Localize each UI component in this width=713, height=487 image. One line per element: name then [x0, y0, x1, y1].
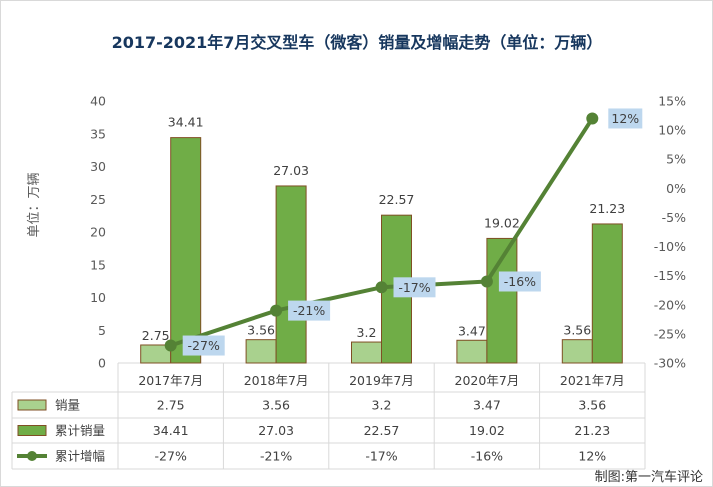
cumulative-sales-data-label: 21.23 [589, 201, 625, 216]
monthly-sales-series-name: 销量 [55, 398, 80, 413]
cumulative-sales-bar [275, 185, 307, 364]
monthly-sales-data-label: 2.75 [142, 328, 170, 343]
y2-axis-tick-label: -30% [654, 356, 686, 371]
cumulative-growth-data-label: -27% [188, 338, 220, 353]
cumulative-sales-bar [170, 137, 202, 364]
y-axis-tick-label: 35 [90, 126, 106, 141]
monthly-sales-table-value: 3.56 [578, 398, 606, 413]
y2-axis-tick-label: -5% [662, 210, 686, 225]
y2-axis-tick-label: 10% [658, 123, 686, 138]
y2-axis-tick-label: 15% [658, 94, 686, 109]
monthly-sales-table-value: 3.47 [473, 398, 501, 413]
y2-axis-tick-label: -10% [654, 239, 686, 254]
monthly-sales-bar [456, 339, 488, 364]
monthly-sales-bar [351, 341, 382, 364]
data-table-category-header: 2018年7月 [244, 373, 309, 388]
cumulative-growth-point [270, 304, 283, 317]
y2-axis-tick-label: -20% [654, 297, 686, 312]
cumulative-growth-point [375, 281, 388, 294]
cumulative-growth-label-box [182, 335, 225, 356]
cumulative-sales-bar [591, 223, 623, 364]
line-layer: -27% -21% -17% -16% 12% [164, 108, 643, 356]
data-table-category-header: 2020年7月 [455, 373, 520, 388]
cumulative-growth-label-box [498, 271, 541, 292]
monthly-sales-data-label: 3.56 [563, 323, 591, 338]
monthly-sales-bar [561, 339, 593, 364]
monthly-sales-data-label: 3.47 [458, 323, 486, 338]
monthly-sales-table-value: 3.2 [372, 398, 392, 413]
y-axis-tick-label: 15 [90, 257, 106, 272]
cumulative-sales-table-value: 27.03 [258, 423, 294, 438]
cumulative-sales-legend-key [17, 425, 47, 436]
y-axis-tick-label: 5 [98, 323, 106, 338]
y2-axis-tick-label: 5% [666, 152, 686, 167]
cumulative-growth-table-value: -27% [155, 449, 187, 464]
y2-axis-tick-label: 0% [666, 181, 686, 196]
cumulative-sales-series-name: 累计销量 [55, 423, 105, 438]
data-table-category-header: 2021年7月 [560, 373, 625, 388]
cumulative-sales-data-label: 34.41 [168, 115, 204, 130]
y-axis-tick-label: 0 [98, 356, 106, 371]
cumulative-sales-data-label: 27.03 [273, 163, 309, 178]
cumulative-growth-label-box [288, 300, 331, 321]
cumulative-sales-data-label: 19.02 [484, 215, 520, 230]
cumulative-growth-table-value: -21% [260, 449, 292, 464]
cumulative-growth-data-label: -17% [398, 280, 430, 295]
monthly-sales-data-label: 3.56 [247, 323, 275, 338]
cumulative-growth-point [480, 275, 493, 288]
cumulative-growth-series-name: 累计增幅 [55, 449, 105, 464]
cumulative-growth-data-label: -21% [293, 303, 325, 318]
cumulative-growth-label-box [608, 108, 643, 129]
y-axis-label: 单位：万辆 [27, 172, 42, 237]
chart-title: 2017-2021年7月交叉型车（微客）销量及增幅走势（单位：万辆） [112, 33, 603, 52]
cumulative-growth-data-label: -16% [504, 274, 536, 289]
cumulative-sales-table-value: 34.41 [153, 423, 189, 438]
cumulative-growth-label-box [393, 277, 436, 298]
cumulative-sales-table-value: 19.02 [469, 423, 505, 438]
cumulative-sales-table-value: 22.57 [364, 423, 400, 438]
y-axis-tick-label: 30 [90, 159, 106, 174]
monthly-sales-bar [245, 339, 277, 364]
data-table-category-header: 2017年7月 [138, 373, 203, 388]
monthly-sales-table-value: 3.56 [262, 398, 290, 413]
y-axis-tick-label: 20 [90, 225, 106, 240]
cumulative-sales-data-label: 22.57 [379, 192, 415, 207]
y-axis-tick-label: 10 [90, 290, 106, 305]
cumulative-growth-table-value: 12% [578, 449, 606, 464]
y2-axis-tick-label: -15% [654, 268, 686, 283]
cumulative-growth-point [586, 112, 599, 125]
chart-axes: 0 5 10 15 20 25 30 35 40 -30% -25% -20% -15% -10% -5% 0… [90, 94, 686, 371]
monthly-sales-legend-key [17, 399, 47, 411]
data-table-category-header: 2019年7月 [349, 373, 414, 388]
monthly-sales-table-value: 2.75 [157, 398, 185, 413]
cumulative-growth-table-value: -16% [471, 449, 503, 464]
cumulative-growth-point [164, 339, 177, 352]
y-axis-tick-label: 25 [90, 192, 106, 207]
source-note: 制图:第一汽车评论 [595, 469, 703, 485]
y2-axis-tick-label: -25% [654, 326, 686, 341]
cumulative-growth-legend-marker [27, 451, 37, 461]
cumulative-growth-table-value: -17% [365, 449, 397, 464]
monthly-sales-data-label: 3.2 [357, 325, 377, 340]
cumulative-growth-data-label: 12% [611, 111, 639, 126]
y-axis-tick-label: 40 [90, 94, 106, 109]
cumulative-sales-table-value: 21.23 [574, 423, 610, 438]
